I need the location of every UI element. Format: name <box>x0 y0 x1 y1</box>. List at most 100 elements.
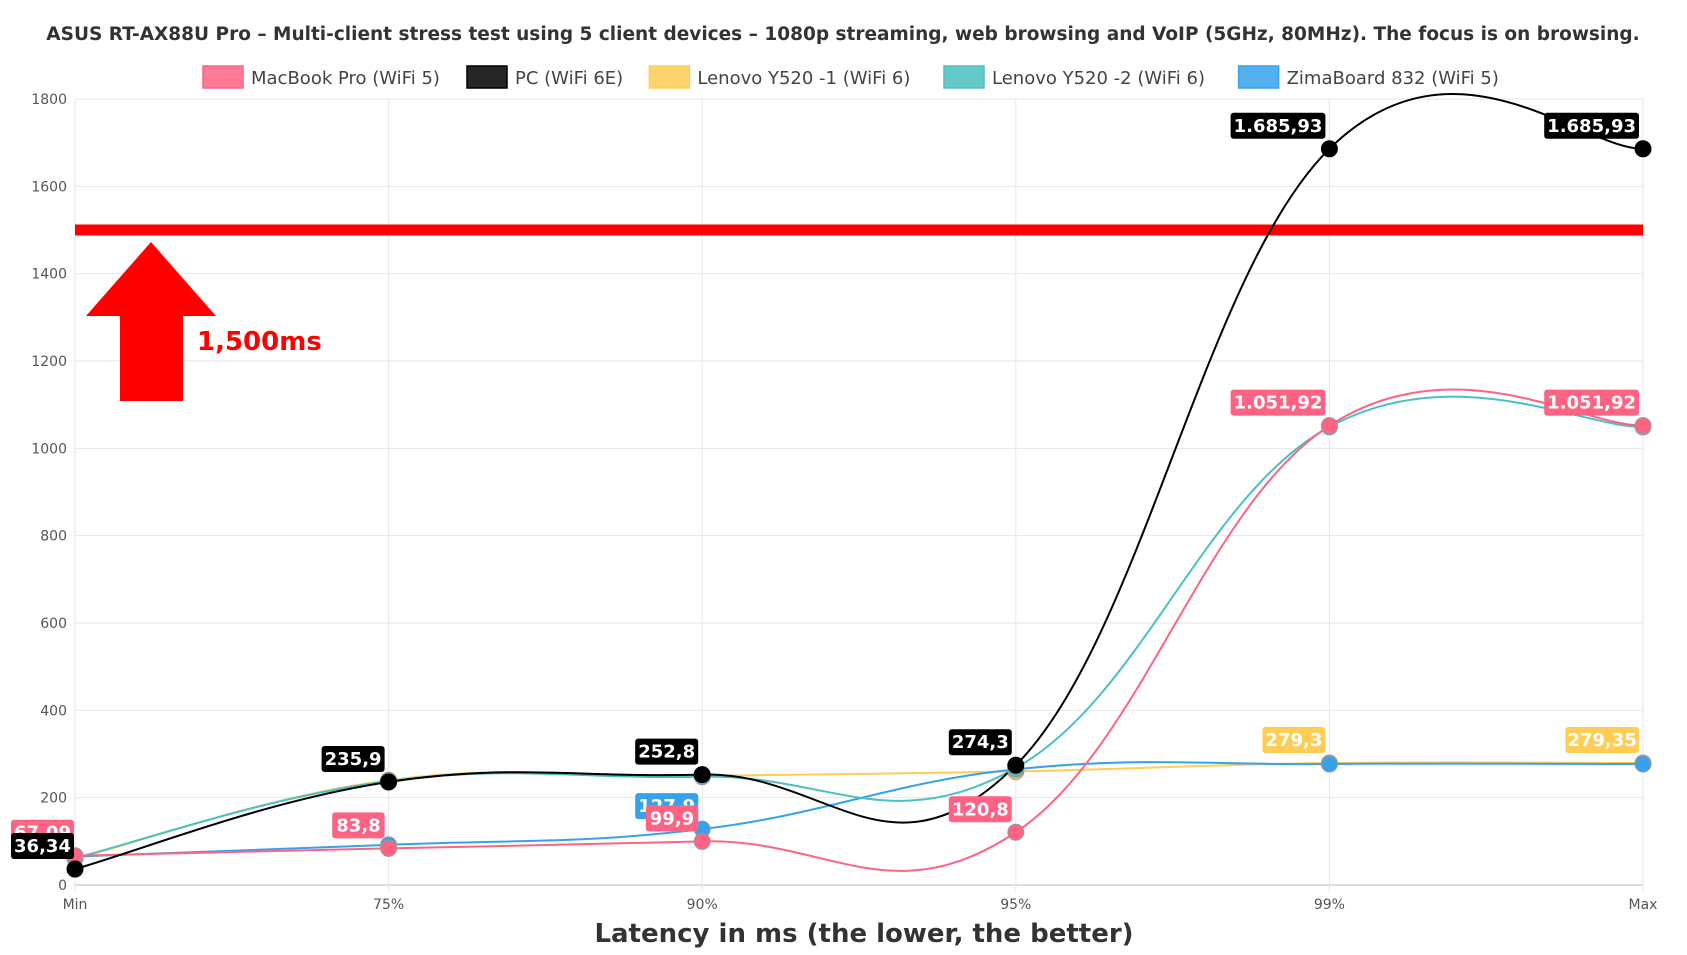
y-tick-label: 400 <box>40 703 67 719</box>
data-label-box <box>11 833 74 860</box>
series-line-lenovo-y520-1-wifi-6 <box>74 761 1644 860</box>
data-label: 83,8 <box>332 812 385 839</box>
series-line-lenovo-y520-2-wifi-6 <box>74 395 1644 859</box>
data-labels: 279,3279,35127,967,0983,899,9120,81.051,… <box>11 112 1639 860</box>
data-label: 1.685,93 <box>1544 112 1639 139</box>
data-label: 1.685,93 <box>1230 112 1326 139</box>
data-label-box <box>332 812 385 839</box>
data-label-box <box>1544 389 1639 416</box>
data-label-text: 1.685,93 <box>1234 116 1323 137</box>
data-label-box <box>948 796 1012 823</box>
data-point <box>1634 417 1652 435</box>
data-point <box>1320 417 1338 435</box>
x-tick-label: 75% <box>373 897 404 913</box>
up-arrow-icon <box>86 242 216 401</box>
data-point <box>1634 755 1652 773</box>
x-tick-label: 90% <box>687 897 718 913</box>
data-label-text: 235,9 <box>325 749 382 770</box>
data-label-text: 120,8 <box>952 799 1009 820</box>
data-point <box>693 766 711 784</box>
data-label-text: 252,8 <box>638 742 695 763</box>
data-label-text: 99,9 <box>650 808 694 829</box>
data-label: 36,34 <box>11 833 74 860</box>
legend-label: Lenovo Y520 -1 (WiFi 6) <box>697 68 910 89</box>
series-line-macbook-pro-wifi-5 <box>74 388 1644 872</box>
y-tick-label: 1400 <box>31 267 67 283</box>
data-label-box <box>1544 112 1639 139</box>
legend-swatch <box>466 65 508 89</box>
y-tick-label: 1200 <box>31 354 67 370</box>
y-tick-label: 1000 <box>31 441 67 457</box>
data-point <box>1634 140 1652 158</box>
y-tick-label: 600 <box>40 616 67 632</box>
y-tick-label: 1800 <box>31 92 67 108</box>
data-label-box <box>635 738 699 765</box>
data-point <box>1007 756 1025 774</box>
data-point <box>380 839 398 857</box>
legend-item-pc-wifi-6e: PC (WiFi 6E) <box>466 65 623 89</box>
data-label-text: 1.051,92 <box>1547 393 1636 414</box>
legend-item-lenovo-y520-2-wifi-6: Lenovo Y520 -2 (WiFi 6) <box>943 65 1205 89</box>
legend-swatch <box>1237 65 1280 89</box>
y-tick-label: 200 <box>40 791 67 807</box>
data-label-box <box>645 805 699 832</box>
data-label: 279,3 <box>1262 727 1326 754</box>
gridlines <box>74 98 1644 891</box>
data-label: 99,9 <box>645 805 699 832</box>
data-point <box>1007 823 1025 841</box>
data-label: 120,8 <box>948 796 1012 823</box>
legend: MacBook Pro (WiFi 5) PC (WiFi 6E) Lenovo Y… <box>202 65 1499 89</box>
x-tick-label: 95% <box>1000 897 1031 913</box>
data-label: 274,3 <box>948 729 1012 756</box>
data-label: 252,8 <box>635 738 699 765</box>
legend-label: Lenovo Y520 -2 (WiFi 6) <box>992 68 1205 89</box>
data-label-text: 83,8 <box>336 815 380 836</box>
x-axis: Min 75% 90% 95% 99% Max <box>63 897 1658 913</box>
y-axis: 0 200 400 600 800 1000 1200 1400 1600 1800 <box>31 92 67 894</box>
x-axis-title: Latency in ms (the lower, the better) <box>594 919 1133 949</box>
legend-label: PC (WiFi 6E) <box>515 68 623 89</box>
x-tick-label: 99% <box>1314 897 1345 913</box>
x-tick-label: Min <box>63 897 88 913</box>
legend-item-zimaboard-832-wifi-5: ZimaBoard 832 (WiFi 5) <box>1237 65 1499 89</box>
data-label-box <box>1230 112 1326 139</box>
data-label: 235,9 <box>321 745 385 772</box>
data-label: 1.051,92 <box>1230 389 1326 416</box>
data-label-box <box>1262 727 1326 754</box>
data-label-box <box>321 745 385 772</box>
threshold-annotation: 1,500ms <box>75 224 1643 401</box>
legend-item-macbook-pro-wifi-5: MacBook Pro (WiFi 5) <box>202 65 440 89</box>
legend-swatch <box>648 65 691 89</box>
legend-label: MacBook Pro (WiFi 5) <box>251 68 440 89</box>
series-line-zimaboard-832-wifi-5 <box>74 761 1644 858</box>
data-label: 1.051,92 <box>1544 389 1639 416</box>
data-point <box>380 773 398 791</box>
data-point <box>1320 140 1338 158</box>
data-label-text: 1.685,93 <box>1547 116 1636 137</box>
y-tick-label: 800 <box>40 529 67 545</box>
threshold-label: 1,500ms <box>197 327 322 357</box>
data-label-text: 279,35 <box>1567 730 1636 751</box>
y-tick-label: 1600 <box>31 179 67 195</box>
series-lines <box>74 93 1644 872</box>
data-label-text: 36,34 <box>14 836 71 857</box>
data-label-text: 1.051,92 <box>1234 393 1323 414</box>
x-tick-label: Max <box>1629 897 1658 913</box>
data-label-box <box>1230 389 1326 416</box>
legend-item-lenovo-y520-1-wifi-6: Lenovo Y520 -1 (WiFi 6) <box>648 65 910 89</box>
data-label: 279,35 <box>1565 727 1639 754</box>
series-points <box>66 140 1652 878</box>
data-label-box <box>948 729 1012 756</box>
data-point <box>1320 755 1338 773</box>
data-label-text: 274,3 <box>952 732 1009 753</box>
legend-label: ZimaBoard 832 (WiFi 5) <box>1287 68 1499 89</box>
data-point <box>693 832 711 850</box>
y-tick-label: 0 <box>58 878 67 894</box>
chart-title: ASUS RT-AX88U Pro – Multi-client stress … <box>46 24 1639 45</box>
legend-swatch <box>943 65 985 89</box>
data-point <box>66 860 84 878</box>
data-label-text: 279,3 <box>1265 730 1322 751</box>
data-label-box <box>1565 727 1639 754</box>
